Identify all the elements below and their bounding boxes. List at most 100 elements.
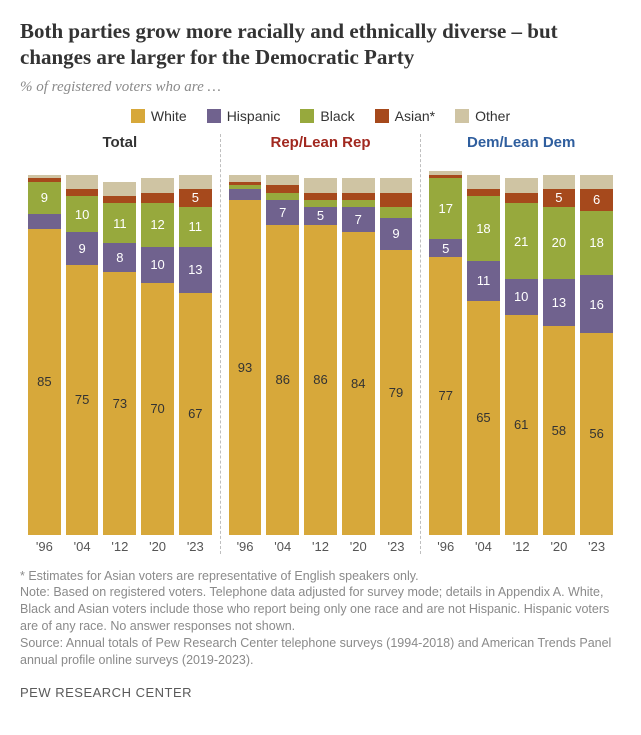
stack: 5813205 [543, 175, 576, 535]
segment-other [179, 175, 212, 189]
segment-other [505, 178, 538, 192]
segment-white: 75 [66, 265, 99, 535]
bar-dem-1: 651118 [467, 175, 500, 535]
segment-black: 18 [580, 211, 613, 276]
stack: 75910 [66, 175, 99, 535]
segment-other [103, 182, 136, 196]
segment-asian [505, 193, 538, 204]
x-tick: '20 [141, 539, 174, 554]
bar-total-3: 701012 [141, 178, 174, 534]
segment-other [380, 178, 413, 192]
segment-white: 79 [380, 250, 413, 534]
x-tick: '23 [580, 539, 613, 554]
x-axis-dem: '96'04'12'20'23 [421, 535, 621, 554]
legend-swatch-other [455, 109, 469, 123]
legend-item-hispanic: Hispanic [207, 108, 281, 124]
footnote-asterisk: * Estimates for Asian voters are represe… [20, 568, 621, 585]
stack: 73811 [103, 182, 136, 535]
segment-asian: 5 [543, 189, 576, 207]
segment-white: 58 [543, 326, 576, 535]
segment-other [342, 178, 375, 192]
stack: 77517 [429, 171, 462, 535]
segment-hispanic: 13 [179, 247, 212, 294]
panel-title-total: Total [20, 134, 220, 158]
stack: 6713115 [179, 175, 212, 535]
chart-legend: WhiteHispanicBlackAsian*Other [20, 108, 621, 124]
x-tick: '96 [429, 539, 462, 554]
panel-title-rep: Rep/Lean Rep [221, 134, 421, 158]
legend-label-hispanic: Hispanic [227, 108, 281, 124]
segment-hispanic: 5 [304, 207, 337, 225]
segment-asian [380, 193, 413, 207]
legend-item-white: White [131, 108, 187, 124]
legend-swatch-asian [375, 109, 389, 123]
segment-hispanic: 7 [266, 200, 299, 225]
bars-row-rep: 93867865847799 [221, 158, 421, 535]
segment-black: 21 [505, 203, 538, 279]
segment-black [380, 207, 413, 218]
bar-total-1: 75910 [66, 175, 99, 535]
chart-container: Both parties grow more racially and ethn… [0, 0, 641, 735]
segment-other [66, 175, 99, 189]
x-tick: '96 [28, 539, 61, 554]
segment-asian [141, 193, 174, 204]
segment-black: 20 [543, 207, 576, 279]
segment-other [580, 175, 613, 189]
legend-swatch-black [300, 109, 314, 123]
segment-black: 11 [179, 207, 212, 247]
segment-asian [467, 189, 500, 196]
segment-other [229, 175, 262, 182]
chart-attribution: PEW RESEARCH CENTER [20, 685, 621, 700]
segment-black [304, 200, 337, 207]
segment-hispanic: 7 [342, 207, 375, 232]
segment-white: 56 [580, 333, 613, 535]
x-tick: '96 [229, 539, 262, 554]
x-axis-rep: '96'04'12'20'23 [221, 535, 421, 554]
legend-item-asian: Asian* [375, 108, 435, 124]
bar-rep-0: 93 [229, 175, 262, 535]
bar-rep-4: 799 [380, 178, 413, 534]
stack: 611021 [505, 178, 538, 534]
x-axis-total: '96'04'12'20'23 [20, 535, 220, 554]
segment-white: 73 [103, 272, 136, 535]
segment-hispanic: 13 [543, 279, 576, 326]
segment-black [342, 200, 375, 207]
chart-note: Note: Based on registered voters. Teleph… [20, 584, 621, 635]
chart-panels: Total85975910738117010126713115'96'04'12… [20, 134, 621, 554]
legend-swatch-hispanic [207, 109, 221, 123]
segment-hispanic: 9 [380, 218, 413, 250]
segment-black [266, 193, 299, 200]
bar-rep-3: 847 [342, 178, 375, 534]
segment-hispanic: 8 [103, 243, 136, 272]
x-tick: '04 [66, 539, 99, 554]
segment-hispanic: 10 [141, 247, 174, 283]
legend-label-black: Black [320, 108, 354, 124]
x-tick: '12 [103, 539, 136, 554]
stack: 701012 [141, 178, 174, 534]
bar-rep-2: 865 [304, 178, 337, 534]
segment-asian: 5 [179, 189, 212, 207]
segment-white: 86 [304, 225, 337, 535]
legend-label-white: White [151, 108, 187, 124]
x-tick: '20 [342, 539, 375, 554]
bar-total-4: 6713115 [179, 175, 212, 535]
segment-white: 93 [229, 200, 262, 535]
bars-row-dem: 7751765111861102158132055616186 [421, 158, 621, 535]
segment-other [467, 175, 500, 189]
x-tick: '12 [304, 539, 337, 554]
stack: 93 [229, 175, 262, 535]
bar-total-2: 73811 [103, 182, 136, 535]
segment-other [543, 175, 576, 189]
legend-swatch-white [131, 109, 145, 123]
stack: 859 [28, 175, 61, 535]
segment-white: 70 [141, 283, 174, 535]
x-tick: '20 [543, 539, 576, 554]
x-tick: '04 [266, 539, 299, 554]
panel-rep: Rep/Lean Rep93867865847799'96'04'12'20'2… [220, 134, 421, 554]
bar-dem-3: 5813205 [543, 175, 576, 535]
segment-hispanic: 16 [580, 275, 613, 333]
segment-other [304, 178, 337, 192]
x-tick: '12 [505, 539, 538, 554]
segment-black: 18 [467, 196, 500, 261]
panel-total: Total85975910738117010126713115'96'04'12… [20, 134, 220, 554]
